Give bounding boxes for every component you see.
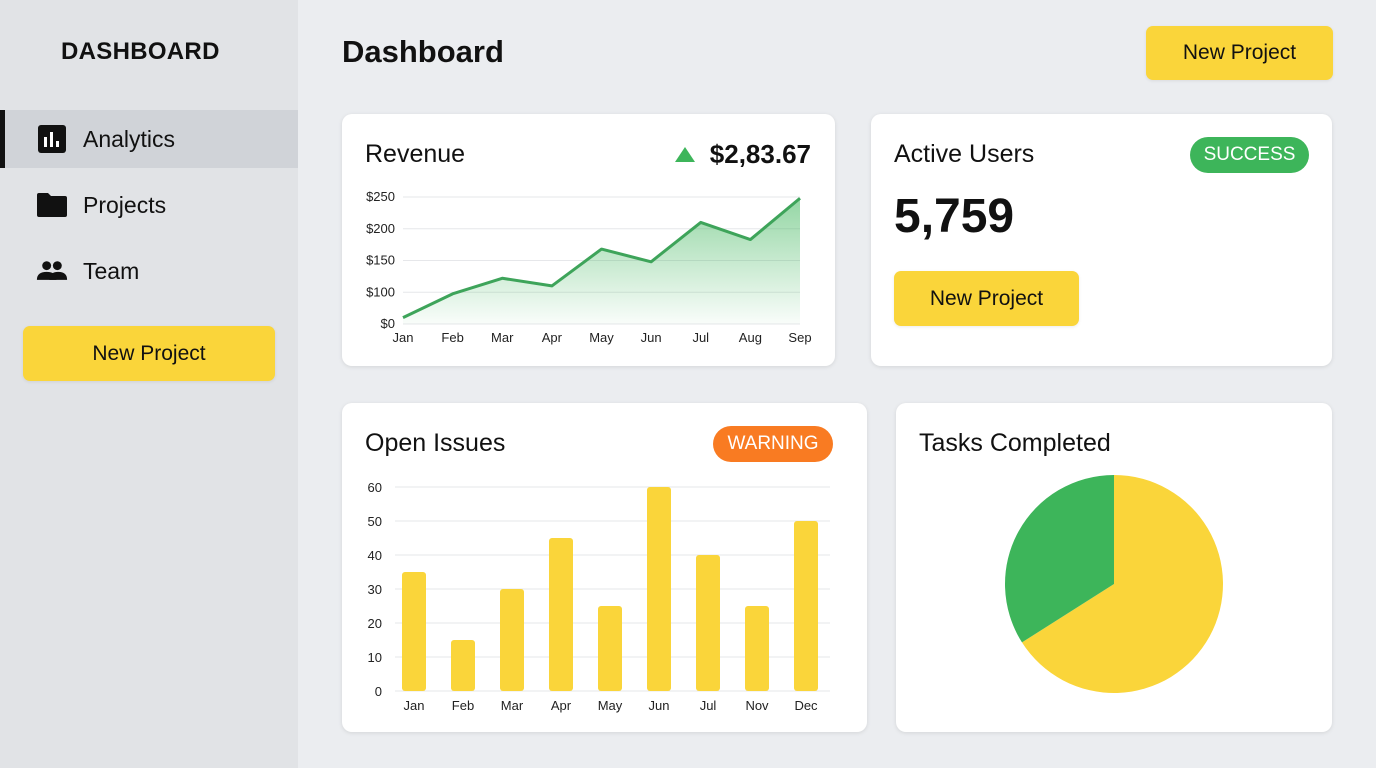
page-title: Dashboard <box>342 34 504 69</box>
status-badge: SUCCESS <box>1190 137 1309 173</box>
sidebar-item-label: Analytics <box>83 125 176 152</box>
y-tick-label: $100 <box>366 284 395 299</box>
open-issues-card: Open Issues WARNING 0 10 20 30 40 50 60 Jan Feb M… <box>342 403 867 732</box>
trend-up-icon <box>675 147 695 162</box>
card-title: Open Issues <box>365 429 506 457</box>
bar <box>598 606 622 691</box>
y-tick-label: 30 <box>368 582 382 597</box>
x-tick-label: Feb <box>452 698 474 713</box>
active-users-value: 5,759 <box>894 190 1015 243</box>
y-tick-label: 60 <box>368 480 382 495</box>
x-tick-label: Sep <box>788 330 811 345</box>
bar <box>794 521 818 691</box>
x-tick-label: May <box>589 330 614 345</box>
x-tick-label: Jul <box>692 330 709 345</box>
tasks-pie-chart <box>1005 475 1223 693</box>
tasks-card: Tasks Completed <box>896 403 1332 732</box>
bar <box>696 555 720 691</box>
y-tick-label: $200 <box>366 221 395 236</box>
revenue-line <box>402 197 801 320</box>
sidebar-new-project-button[interactable]: New Project <box>23 326 275 381</box>
x-tick-label: Mar <box>501 698 524 713</box>
revenue-chart: $0 $100 $150 $200 $250 Jan Feb Mar Apr May Jun Jul A… <box>366 189 811 345</box>
bar <box>402 572 426 691</box>
x-tick-label: Dec <box>794 698 818 713</box>
bar-chart-icon <box>38 125 66 153</box>
sidebar-item-label: Team <box>83 257 140 284</box>
sidebar-item-label: Projects <box>83 191 167 218</box>
card-title: Active Users <box>894 140 1035 168</box>
revenue-area <box>403 198 800 324</box>
x-tick-label: Aug <box>739 330 762 345</box>
x-tick-label: Jul <box>700 698 717 713</box>
brand-title: DASHBOARD <box>61 38 220 65</box>
sidebar-item-projects[interactable]: Projects <box>0 176 298 234</box>
revenue-card: Revenue $2,83.67 $0 $100 $150 $200 $250 Jan Fe… <box>342 114 835 366</box>
sidebar-item-analytics[interactable]: Analytics <box>0 110 298 168</box>
bar <box>745 606 769 691</box>
pie-slice <box>1005 475 1114 643</box>
x-tick-label: Nov <box>745 698 769 713</box>
y-tick-label: $0 <box>381 316 395 331</box>
bar <box>647 487 671 691</box>
x-tick-label: Apr <box>542 330 563 345</box>
x-tick-label: Jun <box>641 330 662 345</box>
sidebar-item-team[interactable]: Team <box>0 242 298 300</box>
sidebar: DASHBOARD Analytics Projects Team New Pr… <box>0 0 298 768</box>
x-tick-label: Mar <box>491 330 514 345</box>
y-tick-label: $150 <box>366 253 395 268</box>
status-badge: WARNING <box>713 426 833 462</box>
x-tick-label: Apr <box>551 698 572 713</box>
folder-icon <box>37 193 67 217</box>
x-tick-label: Jan <box>404 698 425 713</box>
pie-slice <box>1021 475 1223 693</box>
bar <box>549 538 573 691</box>
header-new-project-button[interactable]: New Project <box>1146 26 1333 80</box>
y-tick-label: 10 <box>368 650 382 665</box>
x-tick-label: Feb <box>441 330 463 345</box>
team-icon <box>36 261 68 280</box>
card-new-project-button[interactable]: New Project <box>894 271 1079 326</box>
open-issues-chart: 0 10 20 30 40 50 60 Jan Feb Mar Apr May Jun Jul Nov Dec <box>368 480 830 713</box>
revenue-value: $2,83.67 <box>709 139 811 169</box>
y-tick-label: $250 <box>366 189 395 204</box>
x-tick-label: Jan <box>393 330 414 345</box>
bar <box>451 640 475 691</box>
active-users-card: Active Users SUCCESS 5,759 New Project <box>871 114 1332 366</box>
y-tick-label: 0 <box>375 684 382 699</box>
y-tick-label: 50 <box>368 514 382 529</box>
x-tick-label: May <box>598 698 623 713</box>
y-tick-label: 20 <box>368 616 382 631</box>
x-tick-label: Jun <box>649 698 670 713</box>
bar <box>500 589 524 691</box>
card-title: Revenue <box>365 140 466 168</box>
y-tick-label: 40 <box>368 548 382 563</box>
card-title: Tasks Completed <box>919 429 1111 457</box>
